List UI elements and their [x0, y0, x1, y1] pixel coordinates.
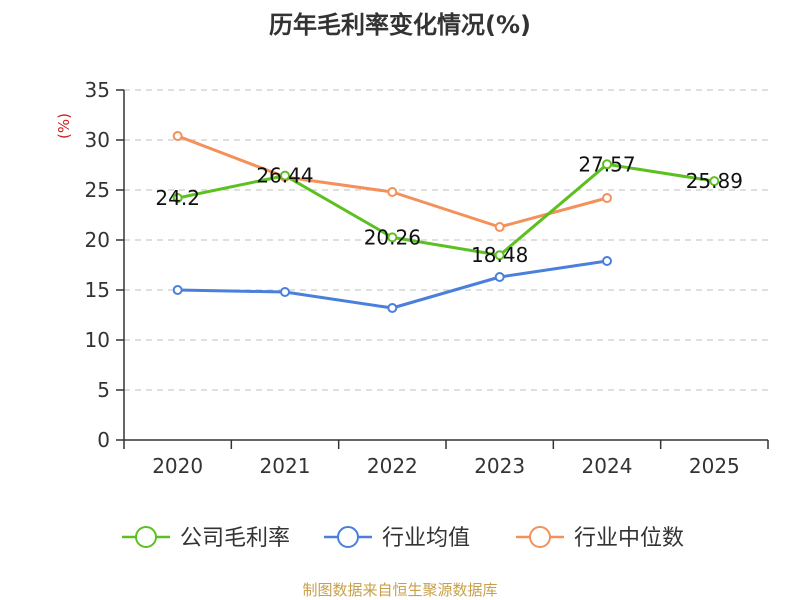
series-0 [172, 159, 720, 261]
data-point [172, 193, 183, 203]
legend-item[interactable]: 公司毛利率 [122, 526, 290, 551]
x-tick-label: 2022 [367, 454, 418, 478]
legend-label: 行业中位数 [574, 526, 684, 551]
y-tick-label: 5 [97, 378, 110, 402]
data-point [602, 159, 612, 170]
series-2 [172, 131, 612, 232]
data-point [387, 303, 398, 313]
y-tick-label: 25 [85, 178, 110, 202]
data-point [602, 193, 612, 203]
grid [124, 89, 768, 391]
chart-title: 历年毛利率变化情况(%) [269, 11, 531, 39]
y-tick-label: 0 [97, 428, 110, 452]
source-note: 制图数据来自恒生聚源数据库 [302, 581, 497, 599]
x-tick-label: 2025 [689, 454, 740, 478]
y-tick-label: 35 [85, 78, 110, 102]
legend-marker [135, 526, 157, 548]
x-tick-label: 2024 [582, 454, 633, 478]
x-tick-label: 2021 [260, 454, 311, 478]
y-axis-unit: (%) [55, 113, 73, 139]
data-label: 18.48 [471, 243, 528, 267]
data-point [280, 170, 290, 181]
x-tick-label: 2023 [474, 454, 525, 478]
data-label: 25.89 [686, 169, 743, 193]
y-tick-label: 20 [85, 228, 110, 252]
y-tick-label: 30 [85, 128, 110, 152]
series [172, 131, 720, 313]
data-point [494, 272, 505, 282]
data-point [387, 187, 398, 197]
legend-label: 公司毛利率 [180, 526, 290, 551]
data-point [602, 256, 612, 266]
legend: 公司毛利率 行业均值 行业中位数 [122, 526, 684, 551]
series-line [176, 162, 716, 257]
data-label: 24.2 [155, 186, 200, 210]
data-point [172, 131, 183, 141]
series-line [176, 259, 609, 310]
data-point [494, 250, 505, 261]
legend-item[interactable]: 行业中位数 [516, 526, 684, 551]
y-tick-label: 15 [85, 278, 110, 302]
data-point [494, 222, 505, 232]
series-1 [172, 256, 612, 313]
data-point [709, 176, 720, 187]
data-labels: 24.2 26.44 20.26 18.48 27.57 25.89 [155, 152, 743, 267]
y-tick-label: 10 [85, 328, 110, 352]
data-label: 27.57 [578, 152, 635, 176]
data-point [172, 285, 183, 295]
legend-item[interactable]: 行业均值 [324, 526, 470, 551]
data-label: 26.44 [256, 164, 313, 188]
series-line [176, 134, 609, 229]
legend-marker [337, 526, 359, 548]
legend-marker [529, 526, 551, 548]
legend-label: 行业均值 [382, 526, 470, 551]
data-label: 20.26 [364, 225, 421, 249]
data-point [280, 287, 290, 297]
data-point [387, 232, 398, 243]
x-tick-label: 2020 [152, 454, 203, 478]
